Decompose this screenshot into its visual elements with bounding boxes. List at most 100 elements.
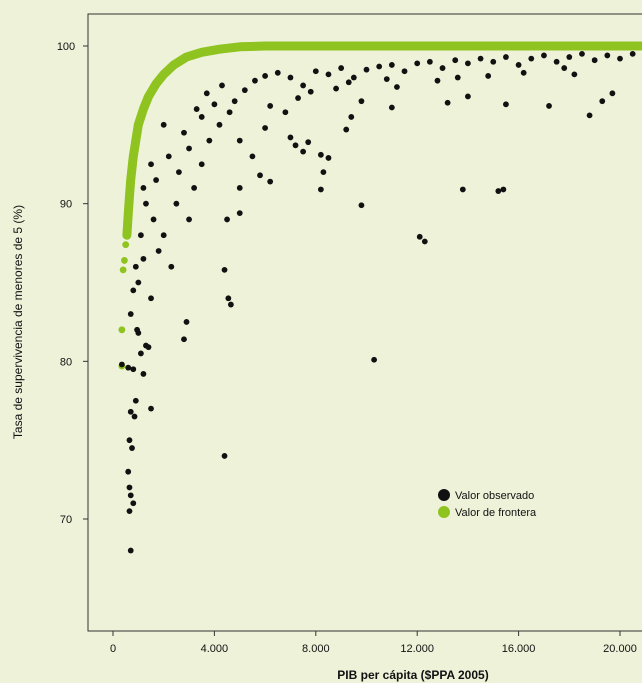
observed-point: [132, 263, 139, 270]
observed-point: [287, 134, 294, 141]
observed-point: [629, 50, 636, 57]
observed-point: [617, 55, 623, 62]
observed-point: [249, 153, 256, 160]
observed-point: [376, 63, 383, 70]
observed-point: [227, 301, 234, 308]
y-axis-ticks: 70 80 90 100: [57, 41, 88, 526]
observed-point: [305, 139, 312, 146]
observed-point: [495, 188, 502, 194]
observed-point: [350, 74, 357, 81]
observed-point: [118, 361, 125, 368]
observed-point: [363, 66, 370, 73]
observed-point: [126, 508, 133, 515]
frontier-line: [122, 41, 642, 240]
x-tick-label: 16.000: [502, 643, 536, 655]
observed-point: [132, 397, 139, 404]
observed-point: [317, 186, 324, 193]
observed-point: [252, 77, 258, 84]
observed-point: [143, 200, 149, 207]
observed-point: [262, 125, 268, 131]
observed-point: [160, 121, 167, 128]
observed-point: [358, 98, 365, 105]
x-tick-label: 20.000: [603, 643, 637, 655]
observed-point: [127, 408, 134, 415]
observed-point: [477, 55, 484, 62]
x-axis-ticks: 0 4.000 8.000 12.000 16.000 20.000: [110, 631, 637, 655]
observed-point: [211, 101, 218, 108]
observed-point: [383, 76, 390, 83]
observed-point: [131, 413, 138, 420]
observed-point: [130, 287, 137, 294]
observed-point: [371, 356, 378, 363]
legend-swatch-frontier: [438, 506, 450, 518]
observed-point: [320, 169, 327, 176]
observed-point: [287, 74, 294, 81]
observed-point: [140, 371, 147, 377]
observed-point: [490, 58, 497, 65]
observed-point: [140, 185, 147, 191]
observed-point: [485, 73, 492, 79]
observed-point: [173, 200, 180, 207]
legend: Valor observado Valor de frontera: [438, 489, 537, 519]
observed-point: [282, 109, 289, 116]
observed-point: [206, 137, 213, 144]
observed-point: [434, 77, 441, 84]
observed-point: [219, 82, 225, 89]
observed-point: [500, 186, 507, 193]
observed-point: [127, 547, 134, 554]
observed-point: [168, 263, 175, 270]
observed-point: [221, 266, 228, 273]
observed-point: [160, 232, 167, 239]
observed-point: [444, 99, 451, 106]
frontier-point: [122, 241, 130, 249]
x-tick-label: 12.000: [400, 643, 434, 655]
observed-point: [426, 58, 433, 65]
points-layer: [118, 50, 636, 554]
observed-point: [388, 62, 395, 68]
observed-point: [224, 216, 230, 223]
observed-point: [127, 311, 134, 317]
observed-point: [193, 106, 200, 112]
observed-point: [267, 103, 274, 109]
observed-point: [345, 79, 352, 86]
observed-point: [150, 216, 157, 223]
observed-point: [333, 85, 339, 92]
observed-point: [300, 82, 307, 89]
observed-point: [317, 151, 324, 158]
x-tick-label: 8.000: [302, 643, 330, 655]
observed-point: [515, 62, 522, 68]
observed-point: [561, 65, 568, 71]
observed-point: [236, 185, 243, 191]
observed-point: [186, 216, 192, 223]
y-tick-label: 100: [57, 41, 75, 53]
y-tick-label: 70: [60, 514, 72, 526]
observed-point: [503, 101, 509, 108]
observed-point: [566, 54, 573, 60]
observed-point: [130, 500, 137, 507]
y-axis-title: Tasa de supervivencia de menores de 5 (%…: [11, 205, 25, 439]
observed-point: [267, 178, 274, 185]
observed-point: [155, 248, 162, 254]
observed-point: [231, 98, 238, 105]
observed-point: [394, 84, 400, 90]
observed-point: [348, 114, 355, 120]
observed-point: [145, 344, 152, 351]
observed-point: [134, 326, 140, 333]
observed-point: [338, 65, 345, 71]
observed-point: [401, 68, 408, 75]
observed-point: [130, 366, 137, 373]
observed-point: [520, 69, 527, 76]
observed-point: [452, 57, 459, 64]
observed-point: [137, 232, 144, 239]
observed-point: [553, 58, 560, 65]
y-tick-label: 80: [60, 356, 72, 368]
observed-point: [343, 126, 350, 133]
observed-point: [153, 177, 159, 183]
observed-point: [125, 468, 132, 475]
observed-point: [528, 55, 535, 62]
observed-point: [165, 153, 172, 160]
observed-point: [262, 73, 268, 79]
observed-point: [181, 129, 187, 136]
observed-point: [454, 74, 461, 81]
observed-point: [176, 169, 182, 176]
